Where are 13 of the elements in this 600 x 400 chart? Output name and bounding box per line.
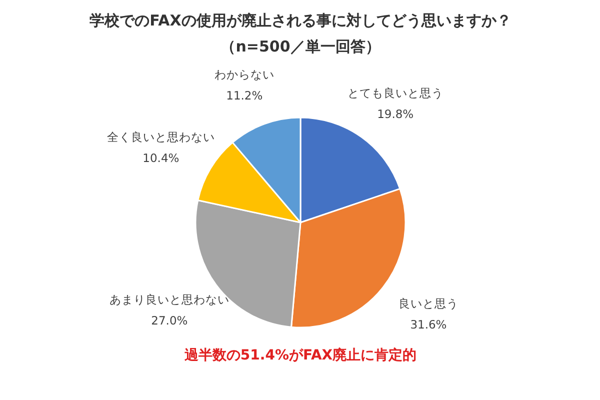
slice-label: あまり良いと思わない [109,292,230,307]
data-label: 27.0% [151,314,188,328]
slice-label: とても良いと思う [347,86,444,100]
data-label: 10.4% [142,150,180,165]
slice-label: わからない [214,68,274,82]
slice-label: 良いと思う [398,296,458,310]
data-label: 31.6% [410,317,447,332]
slice-label: 全く良いと思わない [106,130,215,144]
data-label: 19.8% [377,107,414,122]
chart-title: 学校でのFAXの使用が廃止される事に対してどう思いますか？ [90,12,512,30]
data-label: 11.2% [226,88,263,103]
chart-subtitle: （n=500／単一回答） [220,38,380,56]
text: 過半数の51.4%がFAX廃止に肯定的 [183,346,417,364]
